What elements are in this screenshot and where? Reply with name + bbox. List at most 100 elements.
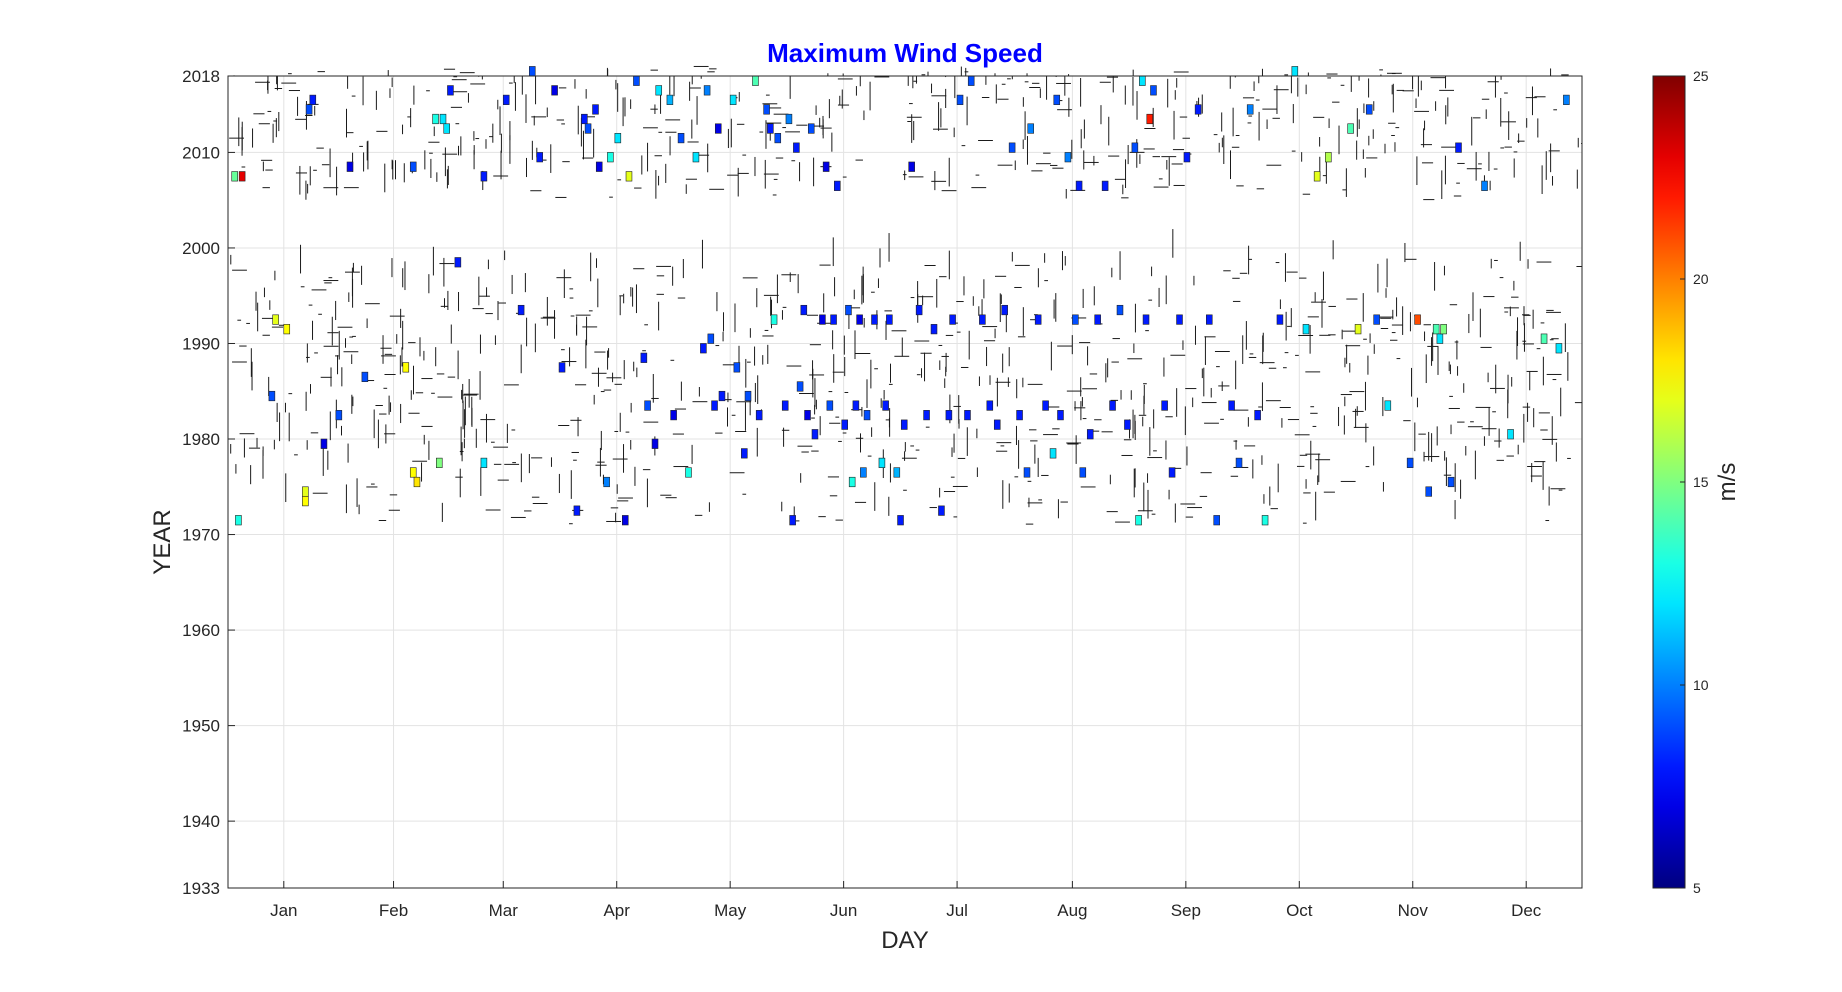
data-cell: [755, 410, 763, 421]
data-cell: [346, 161, 354, 172]
data-cell: [480, 457, 488, 468]
data-cell: [860, 467, 867, 478]
data-cell: [900, 419, 908, 430]
data-cell: [882, 400, 889, 411]
data-cell: [893, 467, 901, 478]
data-cell: [443, 123, 450, 134]
data-cell: [666, 94, 674, 105]
data-cell: [908, 161, 915, 172]
data-cell: [1261, 515, 1269, 526]
x-tick-label: Jun: [830, 901, 857, 920]
data-cell: [692, 152, 700, 163]
data-cell: [677, 133, 685, 144]
data-cell: [1109, 400, 1116, 411]
data-cell: [1034, 314, 1042, 325]
data-cell: [685, 467, 692, 478]
data-cell: [1540, 333, 1548, 344]
data-cell: [1325, 152, 1332, 163]
data-cell: [454, 257, 462, 268]
data-cell: [1168, 467, 1176, 478]
data-cell: [1254, 410, 1261, 421]
data-cell: [841, 419, 848, 430]
data-cell: [1042, 400, 1049, 411]
data-cell: [1447, 476, 1455, 488]
data-cell: [651, 438, 659, 449]
data-cell: [826, 400, 834, 411]
y-tick-label: 1933: [182, 879, 220, 898]
data-cell: [1235, 457, 1243, 468]
data-cell: [1053, 94, 1061, 105]
data-cell: [1161, 400, 1168, 411]
data-cell: [320, 438, 328, 449]
data-cell: [956, 94, 964, 105]
data-cell: [432, 113, 439, 125]
data-cell: [1057, 410, 1064, 421]
data-cell: [703, 85, 711, 96]
data-cell: [1384, 400, 1392, 411]
data-cell: [529, 66, 536, 77]
data-cell: [644, 400, 651, 411]
colorbar: 5 10 15 20 25 m/s: [1652, 68, 1741, 896]
data-cell: [584, 123, 592, 134]
data-cell: [436, 457, 443, 468]
data-cell: [1507, 429, 1514, 440]
data-cell: [819, 314, 826, 325]
x-axis-label: DAY: [881, 927, 929, 954]
data-cell: [863, 410, 871, 421]
data-cell: [1291, 66, 1299, 77]
data-cell: [1116, 304, 1124, 316]
data-cell: [1142, 314, 1150, 325]
colorbar-label: m/s: [1714, 463, 1741, 502]
data-cell: [993, 419, 1001, 430]
data-cell: [1228, 400, 1235, 411]
data-cell: [447, 85, 454, 96]
data-cell: [834, 180, 841, 191]
data-cell: [1016, 410, 1023, 421]
data-cell: [886, 314, 893, 325]
data-cell: [573, 505, 581, 516]
x-tick-label: Apr: [603, 901, 630, 920]
data-cell: [621, 515, 629, 526]
data-cell: [413, 476, 421, 488]
data-cell: [1365, 104, 1373, 115]
grid: [228, 75, 1582, 889]
data-cell: [670, 410, 677, 421]
data-cell: [1563, 94, 1570, 105]
data-cell: [822, 161, 830, 172]
data-cell: [796, 381, 804, 392]
data-cell: [1150, 85, 1157, 96]
data-cell: [1064, 152, 1072, 163]
data-cell: [1436, 333, 1444, 344]
colorbar-tick-label: 25: [1693, 68, 1709, 84]
data-cell: [949, 314, 956, 325]
x-tick-label: Aug: [1057, 901, 1087, 920]
y-axis-label: YEAR: [149, 509, 176, 574]
data-cell: [1086, 429, 1094, 440]
data-cell: [1183, 152, 1191, 163]
data-cell: [711, 400, 718, 411]
data-cell: [897, 515, 904, 526]
data-cell: [1276, 314, 1284, 325]
data-cell: [800, 304, 808, 316]
data-cell: [1079, 467, 1087, 478]
data-cell: [283, 324, 291, 335]
data-cell: [945, 410, 953, 421]
data-cell: [302, 486, 309, 497]
data-cell: [1001, 304, 1008, 316]
data-cell: [409, 467, 417, 478]
data-cell: [1194, 104, 1202, 115]
data-cell: [930, 324, 938, 335]
y-tick-labels: 1933 1940 1950 1960 1970 1980 1990 2000 2010 2018: [182, 67, 220, 898]
x-tick-label: Feb: [379, 901, 408, 920]
data-cell: [967, 75, 975, 86]
colorbar-tick-label: 15: [1693, 474, 1709, 490]
data-cell: [409, 161, 417, 172]
data-cell: [878, 457, 886, 468]
data-cell: [1206, 314, 1213, 325]
data-cell: [1414, 314, 1421, 325]
data-cell: [811, 429, 819, 440]
data-cell: [1354, 324, 1362, 335]
data-cell: [1432, 324, 1440, 335]
data-cell: [845, 304, 852, 316]
